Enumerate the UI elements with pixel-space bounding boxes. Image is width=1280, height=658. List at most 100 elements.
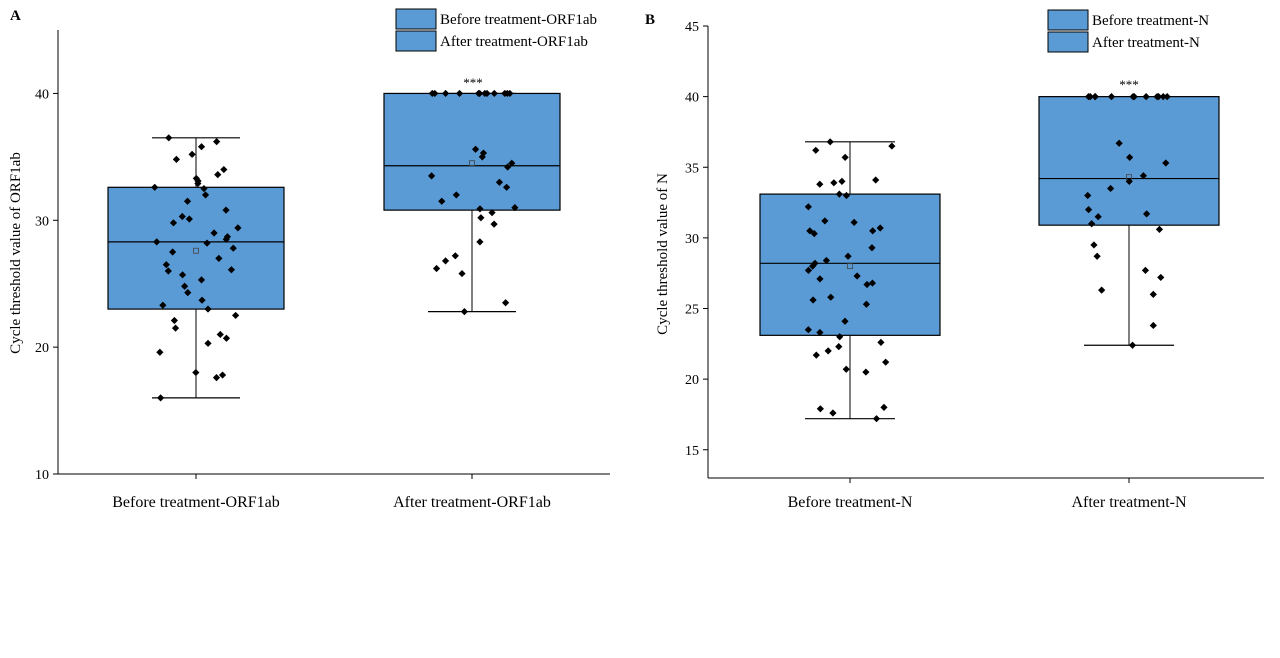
data-point [1106, 184, 1115, 193]
data-point [1162, 159, 1170, 167]
legend-label-after-n: After treatment-N [1092, 35, 1200, 51]
y-tick-label: 45 [685, 20, 699, 35]
data-point [841, 317, 849, 325]
chart-panel-b: B Cycle threshold value of N 15 20 25 30 35 4… [645, 9, 1264, 511]
data-point [880, 403, 888, 411]
data-point [816, 275, 824, 283]
data-point [506, 89, 514, 98]
data-point [888, 142, 896, 150]
data-point [816, 405, 824, 413]
chart-panel-a: A Cycle threshold value of ORF1ab 10 20 30… [8, 8, 610, 511]
data-point [478, 153, 486, 161]
box-iqr [759, 193, 941, 336]
data-point [495, 178, 504, 186]
data-point [821, 217, 829, 225]
data-point [872, 176, 880, 184]
data-point [170, 316, 178, 325]
data-point [216, 330, 224, 339]
data-point [1142, 93, 1150, 101]
data-point [824, 347, 832, 355]
y-tick-label: 15 [685, 444, 699, 459]
category-label-before-orf1ab: Before treatment-ORF1ab [112, 494, 280, 511]
data-point [836, 333, 844, 341]
data-point [197, 276, 206, 284]
data-point [1125, 177, 1133, 185]
data-point [511, 204, 519, 212]
data-point [835, 190, 843, 198]
data-point [853, 272, 861, 280]
data-point [213, 138, 221, 146]
data-point [863, 280, 871, 289]
data-point [477, 214, 485, 222]
data-point [203, 239, 211, 247]
data-point [869, 227, 877, 235]
data-point [460, 308, 469, 316]
mean-marker [469, 160, 475, 167]
data-point [229, 244, 237, 252]
data-point [165, 134, 173, 142]
data-point [812, 351, 820, 359]
data-point [232, 311, 240, 320]
box-iqr [383, 92, 561, 211]
data-point [218, 371, 227, 379]
axes-a: 10 20 30 40 [35, 30, 610, 483]
data-point [194, 179, 202, 188]
data-point [1130, 93, 1138, 101]
data-point [882, 358, 890, 366]
category-label-before-n: Before treatment-N [788, 494, 913, 511]
data-point [201, 191, 210, 199]
legend-a: Before treatment-ORF1ab After treatment-… [395, 8, 597, 52]
data-point [816, 180, 824, 188]
data-point [451, 252, 459, 260]
data-point [806, 227, 814, 235]
data-point [214, 171, 222, 179]
legend-label-after-orf1ab: After treatment-ORF1ab [440, 34, 588, 50]
data-point [804, 266, 813, 274]
y-tick-label: 35 [685, 161, 699, 176]
data-point [156, 348, 164, 356]
data-point [809, 296, 817, 304]
data-point [868, 244, 876, 252]
data-point [877, 338, 885, 346]
data-point [432, 264, 441, 273]
data-point [1159, 93, 1167, 101]
significance-marker-b: *** [1119, 77, 1139, 92]
data-point [442, 89, 450, 98]
data-points-a [151, 89, 519, 402]
data-point [862, 300, 871, 308]
data-point [441, 257, 450, 265]
data-point [503, 183, 511, 191]
data-point [1090, 241, 1098, 249]
data-point [183, 197, 192, 205]
data-point [431, 89, 439, 98]
data-point [1094, 213, 1102, 221]
legend-label-before-orf1ab: Before treatment-ORF1ab [440, 12, 597, 28]
data-point [826, 138, 834, 146]
data-point [490, 89, 498, 98]
legend-swatch-before-n [1047, 9, 1089, 31]
data-point [827, 293, 835, 301]
significance-marker-a: *** [463, 75, 483, 90]
data-point [479, 149, 488, 157]
data-point [438, 197, 446, 205]
legend-swatch-before-orf1ab [395, 8, 437, 30]
data-point [169, 248, 177, 256]
category-label-after-orf1ab: After treatment-ORF1ab [393, 494, 551, 511]
data-point [157, 394, 165, 402]
data-point [192, 368, 200, 377]
data-point [1154, 93, 1163, 101]
data-point [1141, 266, 1150, 274]
data-point [490, 220, 498, 228]
data-point [197, 143, 206, 151]
mean-marker [847, 263, 853, 270]
boxes-b [759, 96, 1220, 420]
data-point [1149, 290, 1157, 298]
data-point [1084, 93, 1093, 101]
data-point [501, 299, 510, 307]
data-point [842, 365, 850, 373]
data-point [1088, 220, 1096, 228]
data-point [172, 155, 181, 163]
data-point [1163, 93, 1171, 101]
data-point [188, 150, 196, 158]
